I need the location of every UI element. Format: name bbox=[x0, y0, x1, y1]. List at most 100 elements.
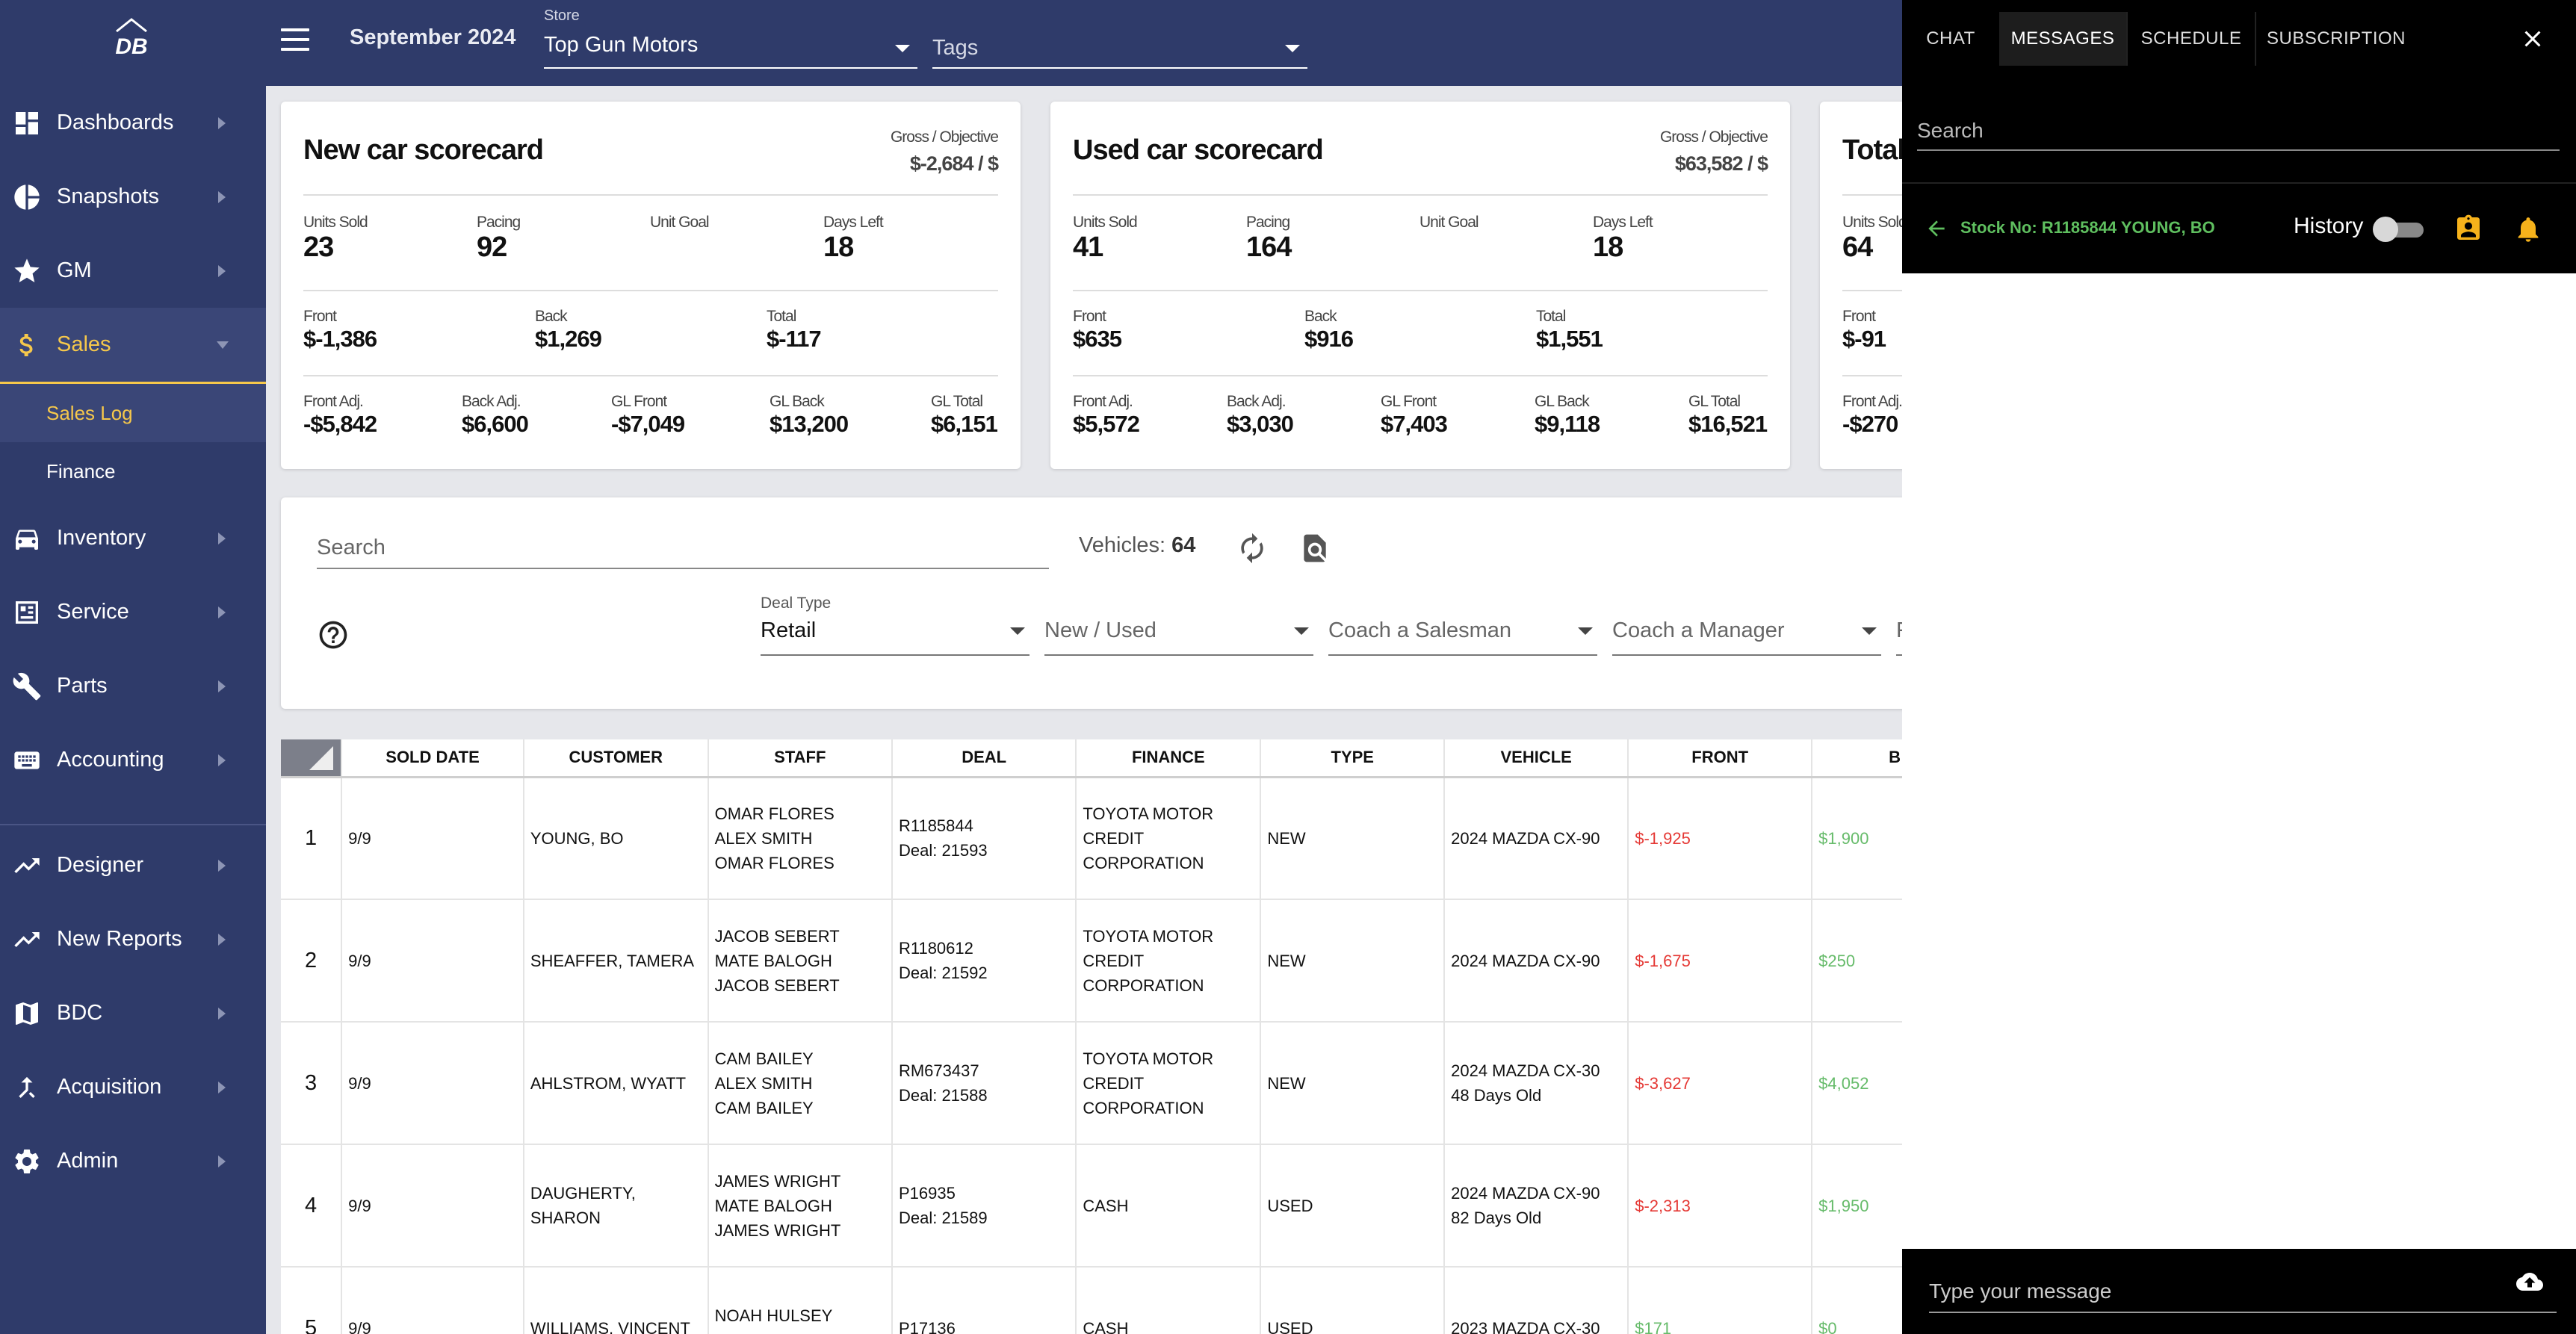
tab-chat[interactable]: CHAT bbox=[1926, 28, 1975, 49]
sidebar-item-parts[interactable]: Parts bbox=[0, 649, 266, 723]
deal-cell: P17136 bbox=[891, 1266, 1077, 1334]
newspaper-icon bbox=[10, 596, 43, 629]
gl-back-stat: GL Back $9,118 bbox=[1535, 393, 1600, 437]
tags-select[interactable]: Tags bbox=[932, 0, 1307, 75]
history-toggle[interactable] bbox=[2373, 217, 2427, 242]
store-select[interactable]: Store Top Gun Motors bbox=[544, 0, 917, 75]
sidebar-item-dashboards[interactable]: Dashboards bbox=[0, 86, 266, 160]
deal-type-label: Deal Type bbox=[761, 595, 832, 612]
wrench-icon bbox=[10, 670, 43, 703]
card-title: New car scorecard bbox=[303, 134, 544, 166]
coach-manager-select[interactable]: Coach a Manager bbox=[1612, 595, 1881, 662]
deal-type-select[interactable]: Deal Type Retail bbox=[761, 595, 1030, 662]
chevron-right-icon bbox=[218, 1007, 226, 1020]
col-header-vehicle[interactable]: VEHICLE bbox=[1444, 739, 1629, 778]
gl-back-stat: GL Back $13,200 bbox=[770, 393, 849, 437]
sidebar-item-snapshots[interactable]: Snapshots bbox=[0, 160, 266, 234]
front-adj-stat: Front Adj. -$5,842 bbox=[303, 393, 377, 437]
hamburger-menu-icon[interactable] bbox=[281, 28, 309, 51]
cloud-upload-icon[interactable] bbox=[2513, 1268, 2546, 1295]
staff-cell: OMAR FLORES ALEX SMITH OMAR FLORES bbox=[707, 776, 893, 900]
find-in-page-icon[interactable] bbox=[1298, 532, 1331, 565]
table-row[interactable]: 5 9/9 WILLIAMS, VINCENT NOAH HULSEYSCOTT… bbox=[281, 1266, 1917, 1334]
sidebar-item-label: Snapshots bbox=[57, 184, 160, 208]
gross-objective-value: $63,582 / $ bbox=[1674, 152, 1768, 175]
sidebar-item-accounting[interactable]: Accounting bbox=[0, 723, 266, 797]
unit-goal-stat: Unit Goal bbox=[650, 214, 710, 231]
back-cell: $0 bbox=[1811, 1266, 1917, 1334]
panel-search-input[interactable] bbox=[1917, 112, 2560, 151]
help-circle-icon[interactable] bbox=[317, 618, 350, 651]
messages-panel: CHAT MESSAGES SCHEDULE SUBSCRIPTION Stoc… bbox=[1902, 0, 2576, 1334]
customer-cell: DAUGHERTY, SHARON bbox=[522, 1144, 709, 1268]
sidebar-item-bdc[interactable]: BDC bbox=[0, 976, 266, 1050]
sold-date-cell: 9/9 bbox=[341, 1021, 524, 1145]
contact-card-icon[interactable] bbox=[2453, 212, 2483, 245]
pacing-stat: Pacing 92 bbox=[477, 214, 521, 263]
front-cell: $-1,675 bbox=[1627, 899, 1813, 1023]
row-number: 1 bbox=[281, 776, 343, 900]
tab-schedule[interactable]: SCHEDULE bbox=[2140, 28, 2242, 49]
pie-chart-icon bbox=[10, 181, 43, 214]
col-header-front[interactable]: FRONT bbox=[1628, 739, 1813, 778]
select-all-corner[interactable] bbox=[281, 739, 343, 778]
front-cell: $171 bbox=[1627, 1266, 1813, 1334]
message-input[interactable] bbox=[1929, 1271, 2557, 1313]
col-header-back[interactable]: B bbox=[1812, 739, 1917, 778]
coach-salesman-select[interactable]: Coach a Salesman bbox=[1328, 595, 1597, 662]
refresh-icon[interactable] bbox=[1236, 532, 1269, 565]
chevron-down-icon bbox=[1578, 627, 1593, 635]
keyboard-icon bbox=[10, 744, 43, 777]
col-header-staff[interactable]: STAFF bbox=[708, 739, 893, 778]
back-adj-stat: Back Adj. $6,600 bbox=[462, 393, 529, 437]
chevron-right-icon bbox=[218, 1155, 226, 1167]
col-header-type[interactable]: TYPE bbox=[1260, 739, 1446, 778]
sidebar-item-label: New Reports bbox=[57, 927, 182, 951]
sidebar-item-admin[interactable]: Admin bbox=[0, 1124, 266, 1198]
dollar-icon bbox=[10, 329, 43, 362]
table-row[interactable]: 1 9/9 YOUNG, BO OMAR FLORES ALEX SMITH OMA… bbox=[281, 776, 1917, 900]
sidebar-subitem-sales-log[interactable]: Sales Log bbox=[0, 384, 266, 442]
col-header-finance[interactable]: FINANCE bbox=[1076, 739, 1262, 778]
sidebar-item-label: Admin bbox=[57, 1149, 119, 1173]
bell-icon[interactable] bbox=[2513, 214, 2543, 245]
col-header-sold-date[interactable]: SOLD DATE bbox=[341, 739, 524, 778]
row-number: 5 bbox=[281, 1266, 343, 1334]
arrow-back-icon[interactable] bbox=[1922, 217, 1951, 241]
row-number: 3 bbox=[281, 1021, 343, 1145]
gl-total-stat: GL Total $6,151 bbox=[931, 393, 998, 437]
sidebar-item-inventory[interactable]: Inventory bbox=[0, 501, 266, 575]
map-icon bbox=[10, 997, 43, 1030]
table-row[interactable]: 4 9/9 DAUGHERTY, SHARON JAMES WRIGHT MATE… bbox=[281, 1144, 1917, 1268]
tab-subscription[interactable]: SUBSCRIPTION bbox=[2266, 28, 2406, 49]
card-title: Total bbox=[1842, 134, 1905, 166]
sidebar-item-gm[interactable]: GM bbox=[0, 234, 266, 308]
close-icon[interactable] bbox=[2519, 25, 2546, 52]
col-header-deal[interactable]: DEAL bbox=[891, 739, 1077, 778]
tab-messages[interactable]: MESSAGES bbox=[1999, 12, 2126, 66]
gross-objective-value: $-2,684 / $ bbox=[909, 152, 999, 175]
table-row[interactable]: 2 9/9 SHEAFFER, TAMERA JACOB SEBERT MATE … bbox=[281, 899, 1917, 1023]
staff-cell: JACOB SEBERT MATE BALOGH JACOB SEBERT bbox=[707, 899, 893, 1023]
new-car-scorecard: New car scorecard Gross / Objective $-2,… bbox=[281, 102, 1021, 469]
units-sold-stat: Units Sold 41 bbox=[1073, 214, 1138, 263]
table-row[interactable]: 3 9/9 AHLSTROM, WYATT CAM BAILEY ALEX SMI… bbox=[281, 1021, 1917, 1145]
sidebar-item-new-reports[interactable]: New Reports bbox=[0, 902, 266, 976]
sidebar-item-label: Parts bbox=[57, 674, 108, 698]
current-month[interactable]: September 2024 bbox=[350, 25, 516, 49]
sidebar-item-sales[interactable]: Sales bbox=[0, 308, 266, 382]
sidebar-subitem-finance[interactable]: Finance bbox=[46, 459, 116, 483]
sidebar-item-designer[interactable]: Designer bbox=[0, 828, 266, 902]
new-used-select[interactable]: New / Used bbox=[1044, 595, 1313, 662]
customer-cell: SHEAFFER, TAMERA bbox=[522, 899, 709, 1023]
staff-cell: JAMES WRIGHT MATE BALOGH JAMES WRIGHT bbox=[707, 1144, 893, 1268]
sidebar-item-acquisition[interactable]: Acquisition bbox=[0, 1050, 266, 1124]
chevron-right-icon bbox=[218, 264, 226, 277]
sidebar-item-label: BDC bbox=[57, 1001, 103, 1025]
search-input[interactable] bbox=[317, 527, 1049, 569]
db-logo[interactable]: DB bbox=[105, 15, 158, 60]
trending-up-icon bbox=[10, 923, 43, 956]
sidebar-item-service[interactable]: Service bbox=[0, 575, 266, 649]
col-header-customer[interactable]: CUSTOMER bbox=[523, 739, 709, 778]
front-stat: Front $-1,386 bbox=[303, 308, 377, 352]
